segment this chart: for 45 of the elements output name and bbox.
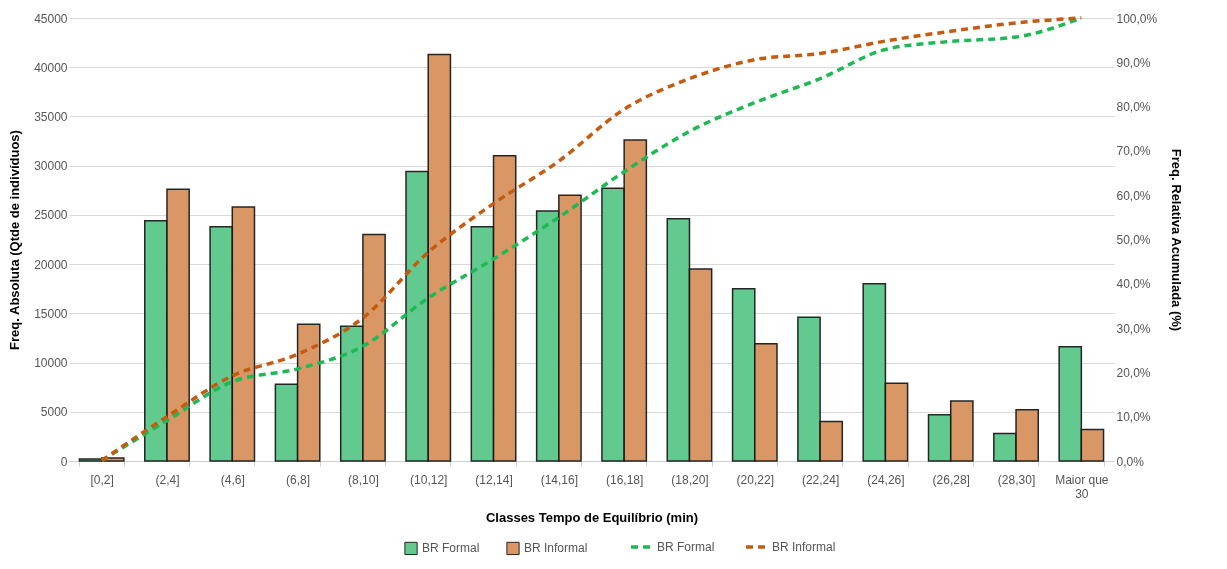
x-tick-label: (4,6] [220, 472, 245, 487]
x-tick-label: [0,2] [90, 472, 114, 487]
y-axis-title: Freq. Absoluta (Qtde de indivíduos) [7, 130, 23, 350]
x-axis-title: Classes Tempo de Equilíbrio (min) [485, 509, 699, 525]
x-tick-label: (18,20] [671, 472, 709, 487]
legend-label: BR Informal [524, 541, 588, 556]
x-tick-label: (14,16] [540, 472, 579, 487]
legend-label: BR Formal [422, 541, 480, 556]
y2-tick-label: 10,0% [1116, 410, 1151, 425]
y-tick-label: 35000 [34, 109, 68, 124]
x-tick-label: (10,12] [410, 472, 448, 487]
x-tick-label: (2,4] [155, 472, 180, 487]
y-tick-label: 15000 [34, 306, 68, 321]
x-tick-label: (6,8] [286, 472, 311, 487]
y2-tick-label: 60,0% [1116, 188, 1151, 203]
x-tick-label: (22,24] [801, 472, 840, 487]
x-tick-label: (28,30] [997, 472, 1036, 487]
y2-tick-label: 0,0% [1116, 454, 1145, 469]
x-tick-label: (24,26] [867, 472, 905, 487]
legend-label: BR Formal [657, 540, 715, 554]
x-tick-label: Maior que 30 [1055, 472, 1109, 501]
y2-tick-label: 90,0% [1116, 55, 1151, 70]
y-tick-label: 30000 [34, 159, 68, 174]
x-tick-label: (16,18] [605, 472, 644, 487]
y-tick-label: 25000 [34, 208, 68, 223]
y-tick-label: 40000 [34, 60, 68, 75]
y2-tick-label: 100,0% [1116, 11, 1158, 26]
y2-tick-label: 70,0% [1116, 144, 1151, 159]
y2-tick-label: 20,0% [1116, 365, 1151, 380]
y-tick-label: 0 [60, 454, 68, 469]
y2-tick-label: 80,0% [1116, 100, 1151, 115]
y-tick-label: 20000 [34, 257, 68, 272]
y2-axis-title: Freq. Relativa Acumulada (%) [1169, 148, 1185, 332]
legend-label: BR Informal [772, 540, 836, 554]
x-tick-label: (12,14] [475, 472, 513, 487]
x-tick-label: (26,28] [932, 472, 970, 487]
x-tick-label: (20,22] [736, 472, 774, 487]
y2-tick-label: 30,0% [1116, 321, 1151, 336]
y-tick-label: 5000 [40, 405, 68, 420]
x-tick-label: (8,10] [348, 472, 379, 487]
line-series [99, 16, 1084, 463]
y-tick-label: 45000 [34, 11, 68, 26]
y2-tick-label: 50,0% [1116, 233, 1151, 247]
y-tick-label: 10000 [34, 356, 68, 371]
y2-tick-label: 40,0% [1116, 277, 1151, 292]
